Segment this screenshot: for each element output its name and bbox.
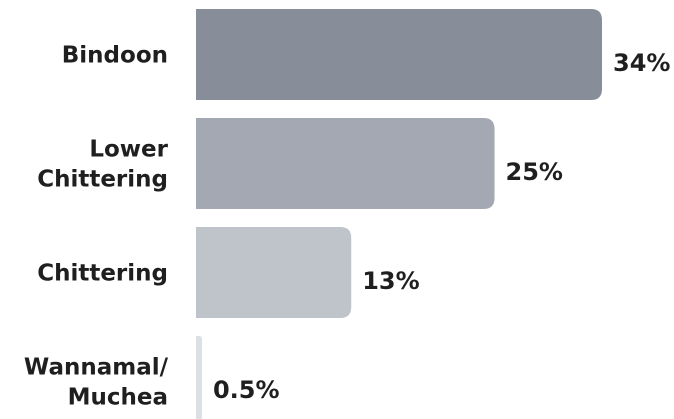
value-label-lower-chittering: 25% (506, 158, 563, 186)
bar-bindoon (196, 9, 602, 100)
category-label-lower-chittering: Lower Chittering (37, 137, 168, 193)
bar-chittering (196, 227, 352, 318)
category-label-bindoon: Bindoon (62, 43, 168, 69)
value-label-bindoon: 34% (613, 49, 670, 77)
bar-wannamal-muchea (196, 336, 202, 419)
category-label-line: Lower (89, 137, 168, 163)
category-label-line: Chittering (37, 167, 168, 193)
category-label-wannamal-muchea: Wannamal/Muchea (24, 355, 169, 411)
value-label-wannamal-muchea: 0.5% (213, 376, 280, 404)
category-label-line: Wannamal/ (24, 355, 169, 381)
category-label-line: Bindoon (62, 43, 168, 69)
bar-lower-chittering (196, 118, 495, 209)
category-label-line: Chittering (37, 261, 168, 287)
category-label-chittering: Chittering (37, 261, 168, 287)
category-label-line: Muchea (68, 385, 168, 411)
value-label-chittering: 13% (362, 267, 419, 295)
